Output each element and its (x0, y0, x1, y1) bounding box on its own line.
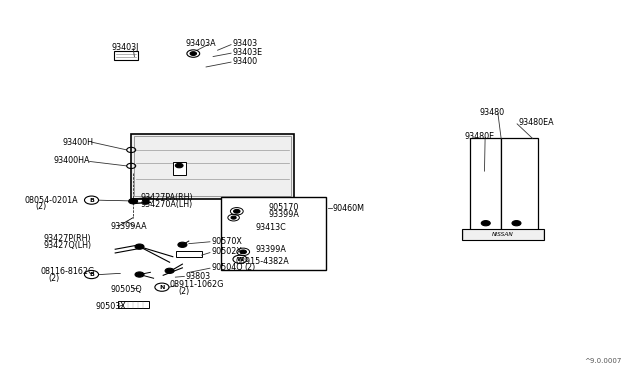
Circle shape (135, 244, 144, 249)
Text: (2): (2) (244, 263, 256, 272)
Circle shape (165, 268, 174, 273)
Text: 93399A: 93399A (256, 246, 287, 254)
Bar (501, 138, 538, 231)
Text: (2): (2) (35, 202, 47, 211)
Text: 90504Q: 90504Q (211, 263, 243, 272)
Text: 93803: 93803 (186, 272, 211, 280)
Circle shape (129, 199, 138, 204)
Bar (114, 51, 138, 60)
Text: 93403A: 93403A (186, 39, 216, 48)
Text: B: B (89, 198, 94, 203)
Text: 93427PA(RH): 93427PA(RH) (141, 193, 193, 202)
Text: 934270A(LH): 934270A(LH) (141, 200, 193, 209)
Text: 08054-0201A: 08054-0201A (24, 196, 78, 205)
Circle shape (481, 221, 490, 226)
Circle shape (143, 198, 149, 202)
Circle shape (178, 242, 187, 247)
Text: 93427Q(LH): 93427Q(LH) (44, 241, 92, 250)
Circle shape (234, 209, 240, 213)
Text: 90505Q: 90505Q (110, 285, 142, 294)
Circle shape (190, 52, 196, 55)
Circle shape (135, 272, 144, 277)
Circle shape (143, 201, 149, 204)
Bar (118, 301, 149, 308)
Circle shape (231, 216, 236, 219)
Bar (134, 136, 291, 196)
Text: 93403E: 93403E (232, 48, 262, 57)
Text: 90460M: 90460M (333, 204, 365, 213)
Bar (173, 162, 186, 175)
Text: 93480EA: 93480EA (518, 118, 554, 127)
Circle shape (240, 250, 246, 254)
Circle shape (175, 163, 183, 168)
Text: 93399AA: 93399AA (110, 222, 147, 231)
Bar (176, 251, 202, 257)
Text: 93400HA: 93400HA (53, 156, 90, 165)
Text: 93480: 93480 (480, 108, 505, 117)
Bar (462, 229, 544, 240)
Bar (131, 134, 294, 199)
Text: 90503X: 90503X (96, 302, 127, 311)
Text: ^9.0.0007: ^9.0.0007 (585, 358, 622, 364)
Text: 93480E: 93480E (465, 132, 495, 141)
Bar (221, 197, 326, 270)
Text: 90502X: 90502X (211, 247, 242, 256)
Text: 90570X: 90570X (211, 237, 242, 246)
Text: 93400H: 93400H (62, 138, 93, 147)
Text: 93413C: 93413C (256, 223, 287, 232)
Text: 93403J: 93403J (112, 43, 140, 52)
Bar (470, 138, 501, 231)
Text: W: W (237, 257, 243, 262)
Text: 93399A: 93399A (269, 210, 300, 219)
Text: N: N (159, 285, 164, 290)
Text: (2): (2) (48, 274, 60, 283)
Text: 93427P(RH): 93427P(RH) (44, 234, 91, 243)
Text: 93403: 93403 (232, 39, 257, 48)
Text: 08915-4382A: 08915-4382A (236, 257, 289, 266)
Text: B: B (89, 272, 94, 277)
Text: 08911-1062G: 08911-1062G (170, 280, 224, 289)
Text: 93400: 93400 (232, 57, 257, 66)
Circle shape (512, 221, 521, 226)
Text: (2): (2) (178, 287, 189, 296)
Text: NISSAN: NISSAN (492, 232, 514, 237)
Text: 08116-8162G: 08116-8162G (40, 267, 95, 276)
Text: 905170: 905170 (269, 203, 299, 212)
